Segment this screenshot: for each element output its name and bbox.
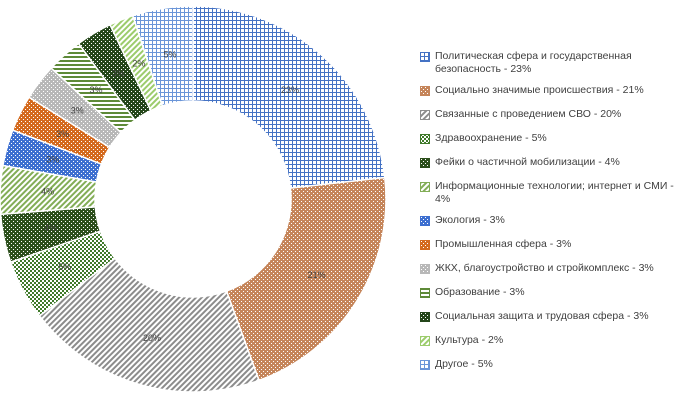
legend-item: Образование - 3% bbox=[420, 286, 680, 299]
data-label: 2% bbox=[132, 58, 145, 68]
legend-item: Социально значимые происшествия - 21% bbox=[420, 84, 680, 97]
donut-slice bbox=[131, 5, 194, 107]
legend-item: Промышленная сфера - 3% bbox=[420, 238, 680, 251]
legend-label: Здравоохранение - 5% bbox=[435, 132, 547, 144]
data-labels-layer: 23% 21% 20% 5% 4% 4% 3% 3% 3% 3% 3% 2% 5% bbox=[41, 50, 325, 343]
slices-layer bbox=[0, 5, 387, 393]
legend-label: Информационные технологии; интернет и СМ… bbox=[435, 180, 674, 205]
data-label: 3% bbox=[112, 69, 125, 79]
data-label: 3% bbox=[56, 129, 69, 139]
legend-item: Экология - 3% bbox=[420, 214, 680, 227]
donut-slice bbox=[192, 5, 386, 189]
legend-swatch bbox=[420, 182, 430, 192]
legend-item: Связанные с проведением СВО - 20% bbox=[420, 108, 680, 121]
legend-item: Информационные технологии; интернет и СМ… bbox=[420, 180, 680, 206]
legend-item: ЖКХ, благоустройство и стройкомплекс - 3… bbox=[420, 262, 680, 275]
legend-item: Здравоохранение - 5% bbox=[420, 132, 680, 145]
legend-swatch bbox=[420, 52, 430, 62]
legend-item: Фейки о частичной мобилизации - 4% bbox=[420, 156, 680, 169]
legend-swatch bbox=[420, 312, 430, 322]
legend-item: Социальная защита и трудовая сфера - 3% bbox=[420, 310, 680, 323]
legend-label: Социально значимые происшествия - 21% bbox=[435, 84, 644, 96]
legend-label: Фейки о частичной мобилизации - 4% bbox=[435, 156, 620, 168]
legend-label: Связанные с проведением СВО - 20% bbox=[435, 108, 622, 120]
data-label: 23% bbox=[281, 85, 299, 95]
data-label: 3% bbox=[71, 105, 84, 115]
legend: Политическая сфера и государственная без… bbox=[420, 50, 680, 382]
legend-item: Политическая сфера и государственная без… bbox=[420, 50, 680, 76]
legend-label: Экология - 3% bbox=[435, 214, 505, 226]
legend-swatch bbox=[420, 216, 430, 226]
data-label: 4% bbox=[44, 223, 57, 233]
data-label: 5% bbox=[58, 262, 71, 272]
legend-label: Социальная защита и трудовая сфера - 3% bbox=[435, 310, 649, 322]
legend-swatch bbox=[420, 336, 430, 346]
legend-swatch bbox=[420, 158, 430, 168]
donut-slice bbox=[225, 176, 387, 382]
legend-item: Культура - 2% bbox=[420, 334, 680, 347]
data-label: 21% bbox=[308, 270, 326, 280]
data-label: 4% bbox=[41, 186, 54, 196]
legend-label: Политическая сфера и государственная без… bbox=[435, 50, 632, 75]
legend-label: ЖКХ, благоустройство и стройкомплекс - 3… bbox=[435, 262, 654, 274]
legend-swatch bbox=[420, 264, 430, 274]
data-label: 5% bbox=[164, 50, 177, 60]
legend-swatch bbox=[420, 134, 430, 144]
legend-swatch bbox=[420, 240, 430, 250]
legend-label: Промышленная сфера - 3% bbox=[435, 238, 572, 250]
donut-slice bbox=[38, 257, 260, 393]
data-label: 3% bbox=[89, 85, 102, 95]
legend-swatch bbox=[420, 110, 430, 120]
legend-swatch bbox=[420, 86, 430, 96]
legend-item: Другое - 5% bbox=[420, 358, 680, 371]
legend-label: Другое - 5% bbox=[435, 358, 493, 370]
legend-swatch bbox=[420, 288, 430, 298]
legend-label: Образование - 3% bbox=[435, 286, 525, 298]
data-label: 20% bbox=[143, 333, 161, 343]
data-label: 3% bbox=[46, 155, 59, 165]
legend-label: Культура - 2% bbox=[435, 334, 504, 346]
legend-swatch bbox=[420, 360, 430, 370]
